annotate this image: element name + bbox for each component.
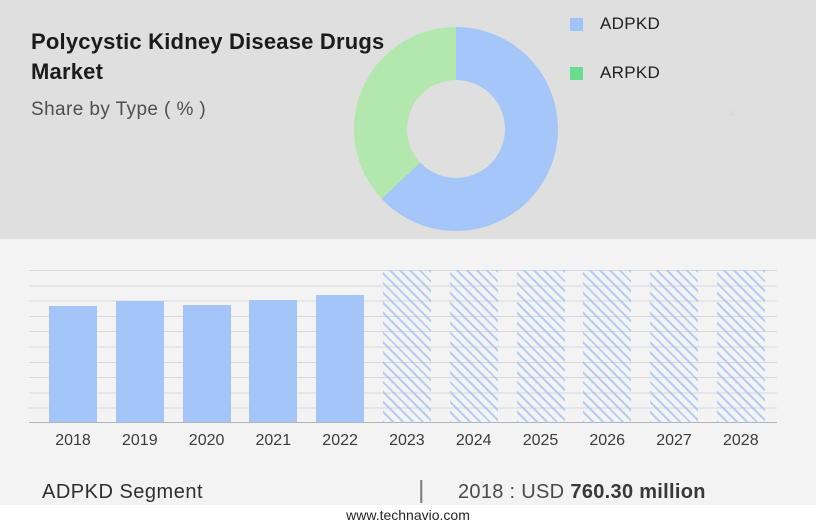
donut-hole	[407, 80, 505, 178]
chart-legend: ADPKD ARPKD	[570, 12, 660, 110]
watermark-dot	[729, 111, 735, 117]
segment-value: 2018 : USD 760.30 million	[458, 481, 706, 504]
donut-chart	[354, 27, 558, 231]
x-axis-label-2019: 2019	[122, 432, 158, 449]
bar-2023	[382, 270, 431, 423]
title-block: Polycystic Kidney Disease Drugs Market S…	[31, 27, 385, 121]
segment-value-prefix: 2018 : USD	[458, 481, 565, 503]
segment-value-amount: 760.30 million	[570, 481, 706, 503]
x-axis-label-2023: 2023	[389, 432, 425, 449]
bar-chart-section: 2018 2019 2020 2021 2022 2023 2024 2025 2026 2027…	[0, 239, 816, 505]
x-axis-label-2024: 2024	[455, 432, 492, 449]
bar-2022	[316, 294, 365, 422]
caption-separator: |	[418, 476, 425, 504]
page-subtitle: Share by Type ( % )	[31, 99, 207, 120]
legend-item-adpkd: ADPKD	[570, 12, 660, 36]
bar-2024	[449, 270, 498, 423]
x-axis-label-2020: 2020	[188, 432, 225, 449]
bar-2027	[650, 270, 698, 423]
bar-chart-plot	[29, 270, 777, 423]
bar-2028	[716, 270, 765, 423]
page-footer: www.technavio.com	[0, 505, 816, 528]
legend-swatch-adpkd	[570, 17, 583, 31]
legend-item-arpkd: ARPKD	[570, 61, 660, 85]
bar-2019	[115, 300, 164, 422]
bar-2020	[182, 305, 231, 422]
x-axis-label-2028: 2028	[723, 432, 759, 449]
legend-swatch-arpkd	[570, 66, 583, 80]
x-axis-label-2018: 2018	[55, 432, 91, 449]
x-axis-label-2026: 2026	[589, 432, 625, 449]
x-axis-label-2025: 2025	[522, 432, 559, 449]
x-axis-label-2027: 2027	[656, 432, 692, 449]
bar-2026	[583, 270, 632, 423]
x-axis-label-2021: 2021	[255, 432, 292, 449]
legend-label-adpkd: ADPKD	[600, 14, 661, 33]
legend-label-arpkd: ARPKD	[600, 63, 661, 82]
bar-2025	[516, 270, 565, 423]
x-axis-label-2022: 2022	[322, 432, 358, 449]
website-url: www.technavio.com	[346, 507, 470, 523]
page-title-line2: Market	[31, 59, 104, 84]
bar-2018	[49, 305, 97, 422]
report-header: Polycystic Kidney Disease Drugs Market S…	[0, 0, 816, 239]
page-title-line1: Polycystic Kidney Disease Drugs	[31, 29, 385, 54]
segment-label: ADPKD Segment	[42, 481, 204, 503]
bar-2021	[249, 300, 298, 422]
